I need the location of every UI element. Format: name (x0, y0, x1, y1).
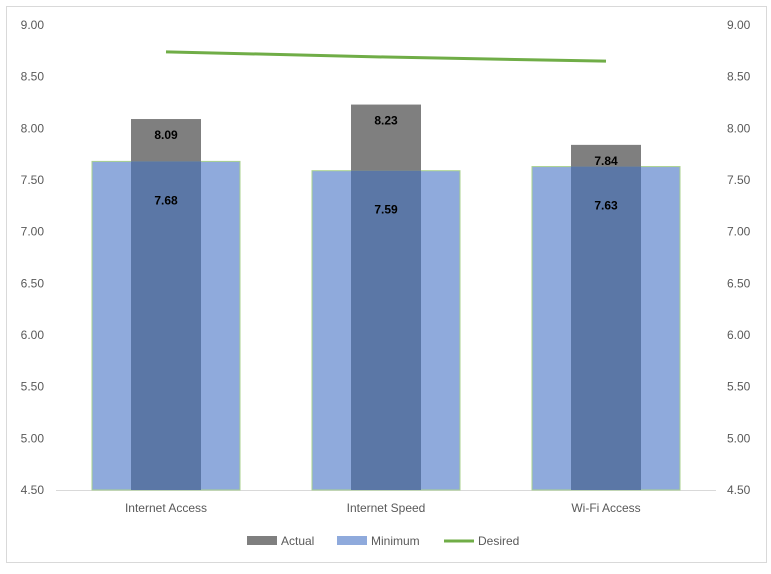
secondary-y-tick-label: 5.00 (727, 431, 751, 445)
legend-label-desired: Desired (478, 534, 519, 548)
legend-swatch-actual (247, 536, 277, 545)
secondary-y-tick-label: 5.50 (727, 380, 751, 394)
secondary-y-tick-label: 6.50 (727, 276, 751, 290)
actual-bar (131, 119, 201, 162)
actual-data-label: 8.23 (374, 114, 398, 128)
y-tick-label: 5.00 (21, 431, 45, 445)
legend-label-minimum: Minimum (371, 534, 420, 548)
actual-bar (351, 104, 421, 171)
y-tick-label: 6.50 (21, 276, 45, 290)
legend-swatch-minimum (337, 536, 367, 545)
y-tick-label: 8.00 (21, 121, 45, 135)
actual-minimum-overlap-bar (351, 170, 421, 490)
desired-line (165, 50, 607, 63)
y-tick-label: 4.50 (21, 483, 45, 497)
minimum-data-label: 7.59 (374, 203, 398, 217)
y-tick-label: 7.00 (21, 225, 45, 239)
y-tick-label: 8.50 (21, 70, 45, 84)
category-label: Internet Speed (347, 501, 426, 515)
actual-minimum-overlap-bar (571, 166, 641, 491)
secondary-y-tick-label: 8.00 (727, 121, 751, 135)
category-label: Internet Access (125, 501, 207, 515)
secondary-y-tick-label: 8.50 (727, 70, 751, 84)
y-tick-label: 5.50 (21, 380, 45, 394)
legend-label-actual: Actual (281, 534, 314, 548)
secondary-y-tick-label: 9.00 (727, 18, 751, 32)
secondary-y-tick-label: 7.00 (727, 225, 751, 239)
y-tick-label: 6.00 (21, 328, 45, 342)
actual-minimum-overlap-bar (131, 161, 201, 490)
minimum-data-label: 7.68 (154, 193, 178, 207)
minimum-data-label: 7.63 (594, 199, 618, 213)
actual-bar (571, 144, 641, 167)
secondary-y-tick-label: 6.00 (727, 328, 751, 342)
secondary-y-tick-label: 7.50 (727, 173, 751, 187)
y-tick-label: 9.00 (21, 18, 45, 32)
actual-data-label: 8.09 (154, 128, 178, 142)
category-label: Wi-Fi Access (571, 501, 640, 515)
secondary-y-tick-label: 4.50 (727, 483, 751, 497)
actual-data-label: 7.84 (594, 154, 618, 168)
y-tick-label: 7.50 (21, 173, 45, 187)
